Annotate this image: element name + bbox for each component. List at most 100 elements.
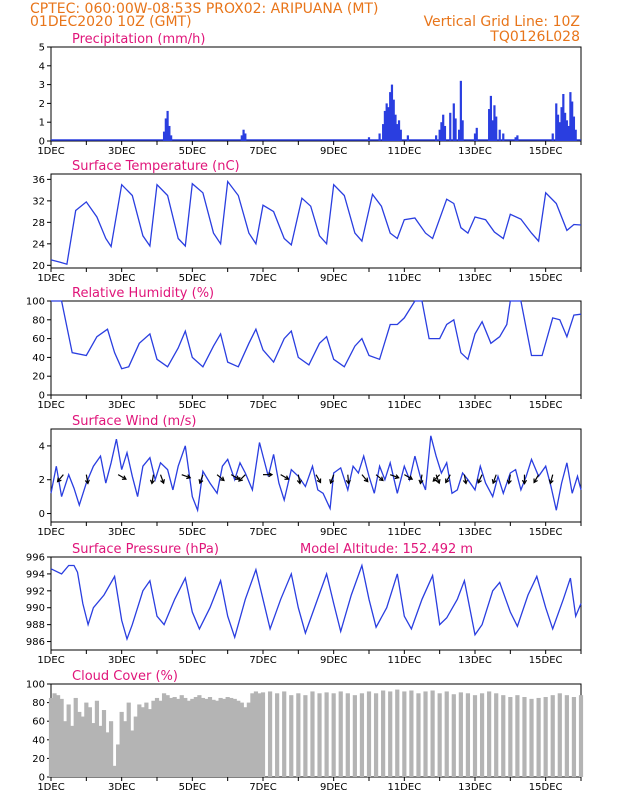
cloud-cover-bar (70, 725, 75, 777)
cloud-cover-bar (214, 700, 220, 777)
cloud-cover-bar (179, 695, 184, 777)
cloud-cover-bar (84, 702, 89, 777)
wind-arrow (477, 474, 483, 484)
cloud-cover-bar (98, 725, 103, 777)
cloud-cover-bar (282, 691, 287, 777)
cloud-cover-bar (225, 697, 230, 777)
wind-arrow (216, 474, 225, 481)
wind-arrow-head (149, 479, 155, 485)
cloud-cover-bar (479, 693, 485, 777)
wind-arrow-head (84, 479, 90, 485)
cloud-cover-ytick-label: 20 (32, 754, 45, 765)
cloud-cover-xtick-label: 3DEC (108, 782, 135, 793)
precipitation-bar (560, 107, 563, 141)
wind-arrow-head (329, 479, 335, 485)
precipitation-bar (459, 80, 462, 141)
temperature-xtick-label: 9DEC (320, 273, 347, 284)
wind-arrow (159, 474, 165, 484)
cloud-cover-bar (229, 697, 234, 777)
cloud-cover-bar (186, 700, 191, 777)
wind-arrow (297, 474, 301, 484)
precipitation-frame (50, 46, 582, 142)
cloud-cover-bar (402, 691, 407, 777)
wind-arrow-head (506, 479, 512, 485)
cloud-cover-bar (359, 693, 365, 777)
cloud-cover-bar (130, 730, 135, 777)
pressure-xtick-label: 7DEC (249, 655, 276, 666)
wind-ytick-label: 2 (39, 475, 45, 486)
humidity-ytick-label: 0 (39, 391, 45, 402)
cloud-cover-bar (571, 697, 577, 777)
cloud-cover-bar (169, 697, 174, 777)
precipitation-bar (164, 118, 167, 141)
cloud-cover-bar (66, 704, 71, 777)
cloud-cover-bar (250, 693, 255, 777)
precipitation-bar (449, 112, 452, 141)
precipitation-ytick-label: 1 (39, 118, 45, 129)
wind-arrow-head (378, 476, 384, 482)
wind-arrow-head (160, 479, 165, 485)
precipitation-bar (396, 124, 399, 141)
cloud-cover-bar (451, 694, 456, 777)
precipitation-bar (572, 116, 576, 141)
cloud-cover-bar (193, 697, 198, 777)
cloud-cover-bar (423, 691, 428, 777)
precipitation-bar (387, 107, 390, 141)
cloud-cover-bar (154, 697, 160, 777)
panel-pressure: Surface Pressure (hPa) Model Altitude: 15… (26, 542, 582, 666)
cloud-cover-bar (151, 700, 156, 777)
precipitation-bar (394, 114, 397, 141)
pressure-xtick-label: 9DEC (320, 655, 347, 666)
wind-arrow (181, 474, 191, 479)
precipitation-bar (385, 103, 388, 141)
wind-arrow-head (521, 479, 528, 485)
temperature-ytick-label: 36 (32, 175, 45, 186)
cloud-cover-bar (472, 695, 478, 777)
humidity-xtick-label: 15DEC (529, 400, 563, 411)
cloud-cover-bar (373, 693, 379, 777)
cloud-cover-bar (430, 690, 435, 777)
wind-title: Surface Wind (m/s) (72, 414, 196, 429)
wind-arrow (347, 474, 350, 484)
cloud-cover-ytick-label: 80 (32, 698, 45, 709)
wind-arrow (463, 474, 467, 484)
cloud-cover-bar (381, 690, 386, 777)
cloud-cover-bar (94, 700, 100, 777)
precipitation-bar (244, 133, 247, 141)
wind-arrow-head (435, 479, 441, 485)
precipitation-bar (383, 110, 386, 141)
precipitation-xtick-label: 5DEC (179, 146, 206, 157)
cloud-cover-bar (522, 697, 527, 777)
temperature-series-line (50, 179, 582, 266)
wind-arrow-head (548, 479, 554, 485)
cloud-cover-bar (338, 691, 343, 777)
cloud-cover-bar (303, 695, 308, 777)
wind-series-line (50, 435, 582, 513)
wind-arrow-head (445, 478, 450, 484)
precipitation-bar (495, 116, 498, 141)
cloud-cover-bar (77, 711, 82, 777)
cloud-cover-xtick-label: 7DEC (249, 782, 276, 793)
cloud-cover-bar (564, 695, 569, 777)
cloud-cover-bar (165, 695, 170, 777)
wind-arrow-head (268, 472, 274, 478)
humidity-xtick-label: 3DEC (108, 400, 135, 411)
precipitation-bar (443, 125, 447, 141)
cloud-cover-bar (91, 723, 96, 777)
cloud-cover-ytick-label: 60 (32, 717, 45, 728)
wind-arrow-head (316, 478, 322, 484)
cloud-cover-bar (317, 693, 322, 777)
wind-arrow (57, 474, 64, 482)
precipitation-bar (493, 105, 496, 141)
cloud-cover-bar (578, 695, 584, 777)
precipitation-bar (438, 129, 441, 141)
wind-arrow-head (56, 477, 62, 483)
pressure-ytick-label: 986 (26, 637, 45, 648)
cloud-cover-bar (275, 693, 280, 777)
cloud-cover-bar (296, 693, 301, 777)
cloud-cover-bar (105, 732, 110, 777)
pressure-series-line (50, 563, 582, 642)
precipitation-bar (502, 133, 505, 141)
humidity-xtick-label: 11DEC (387, 400, 421, 411)
